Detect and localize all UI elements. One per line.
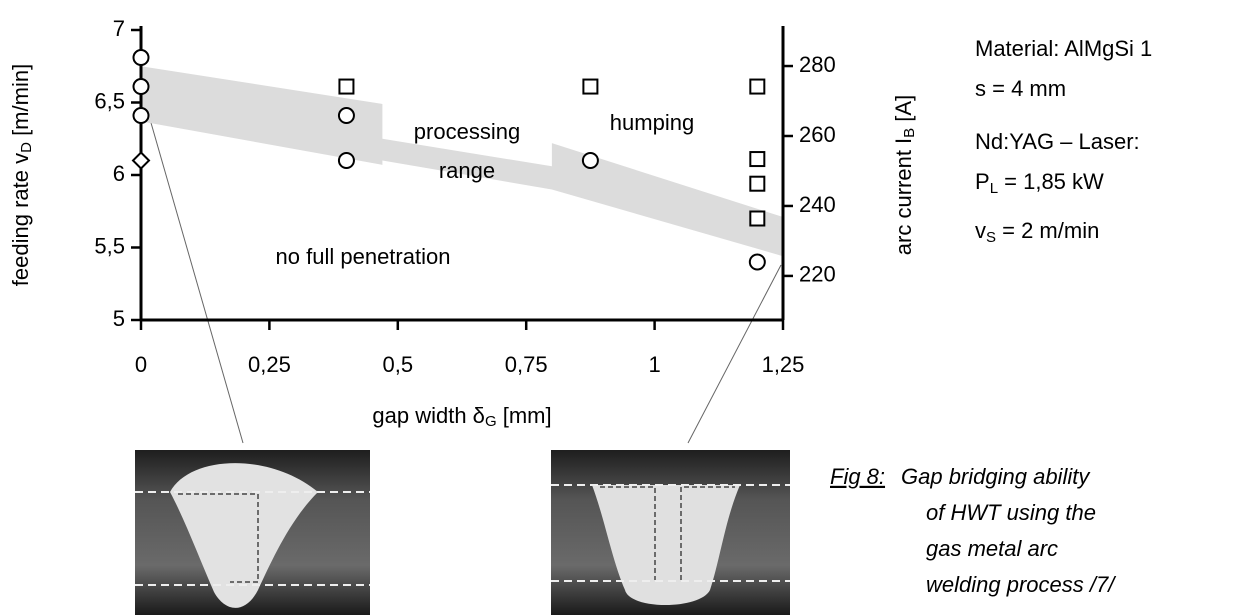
caption-line: welding process /7/ bbox=[926, 572, 1116, 597]
caption-line: of HWT using the bbox=[926, 500, 1096, 525]
y-axis-label: feeding rate vD [m/min] bbox=[8, 64, 35, 286]
y-tick-label: 6,5 bbox=[94, 88, 125, 113]
x-label-sub: G bbox=[485, 413, 497, 430]
y-label-text: feeding rate v bbox=[8, 153, 33, 286]
marker-square bbox=[338, 78, 355, 95]
info-line: Nd:YAG – Laser: bbox=[975, 129, 1140, 154]
plot: 5 5,5 6 6,5 7 220 240 260 280 0 0,25 0,5 0,75 1 1,25 pr… bbox=[94, 16, 835, 377]
y-tick-label: 5,5 bbox=[94, 233, 125, 258]
caption-label: Fig 8: bbox=[830, 464, 885, 489]
y-tick-label: 5 bbox=[113, 306, 125, 331]
marker-square bbox=[749, 78, 766, 95]
y2-axis-label: arc current IB [A] bbox=[891, 95, 918, 255]
annotation: no full penetration bbox=[276, 244, 451, 269]
info-text: Material: AlMgSi 1 bbox=[975, 36, 1152, 61]
annotation: processing bbox=[414, 119, 520, 144]
y2-label-text: arc current I bbox=[891, 138, 916, 255]
marker-diamond bbox=[131, 151, 151, 170]
x-label-unit: [mm] bbox=[497, 403, 552, 428]
y-label-sub: D bbox=[18, 142, 35, 153]
leader-line bbox=[140, 87, 244, 444]
info-rest: = 1,85 kW bbox=[998, 169, 1104, 194]
processing-band bbox=[141, 66, 783, 257]
y2-label-unit: [A] bbox=[891, 95, 916, 128]
caption: Fig 8: Gap bridging ability of HWT using t… bbox=[830, 464, 1116, 597]
marker-circle bbox=[132, 78, 150, 96]
marker-circle bbox=[748, 253, 766, 271]
x-tick-label: 1,25 bbox=[762, 352, 805, 377]
caption-line: gas metal arc bbox=[926, 536, 1058, 561]
caption-line: Gap bridging ability bbox=[901, 464, 1091, 489]
info-line: Material: AlMgSi 1 bbox=[975, 36, 1152, 61]
info-line: PL = 1,85 kW bbox=[975, 169, 1104, 197]
info-text: v bbox=[975, 218, 986, 243]
micrograph-left bbox=[135, 450, 370, 615]
y2-tick-label: 280 bbox=[799, 52, 836, 77]
info-text: s = 4 mm bbox=[975, 76, 1066, 101]
info-sub: L bbox=[990, 180, 998, 197]
marker-square bbox=[582, 78, 599, 95]
marker-square bbox=[749, 210, 766, 227]
info-block: Material: AlMgSi 1 s = 4 mm Nd:YAG – Laser… bbox=[975, 36, 1152, 246]
y-tick-label: 6 bbox=[113, 161, 125, 186]
y2-tick-label: 220 bbox=[799, 262, 836, 287]
info-sub: S bbox=[986, 229, 996, 246]
marker-circle bbox=[132, 49, 150, 67]
x-tick-label: 0 bbox=[135, 352, 147, 377]
y-tick-label: 7 bbox=[113, 16, 125, 41]
y-label-unit: [m/min] bbox=[8, 64, 33, 142]
micrograph-right bbox=[551, 450, 790, 615]
x-tick-label: 1 bbox=[648, 352, 660, 377]
marker-square bbox=[749, 151, 766, 168]
x-tick-label: 0,5 bbox=[383, 352, 414, 377]
marker-circle bbox=[337, 152, 355, 169]
info-line: vS = 2 m/min bbox=[975, 218, 1099, 246]
x-tick-label: 0,75 bbox=[505, 352, 548, 377]
y2-tick-label: 260 bbox=[799, 122, 836, 147]
x-tick-label: 0,25 bbox=[248, 352, 291, 377]
info-rest: = 2 m/min bbox=[996, 218, 1099, 243]
info-text: P bbox=[975, 169, 990, 194]
y2-label-sub: B bbox=[901, 128, 918, 138]
annotation: humping bbox=[610, 110, 694, 135]
x-label-text: gap width δ bbox=[372, 403, 485, 428]
info-line: s = 4 mm bbox=[975, 76, 1066, 101]
marker-circle bbox=[581, 152, 599, 169]
x-axis-label: gap width δG [mm] bbox=[372, 403, 551, 430]
info-text: Nd:YAG – Laser: bbox=[975, 129, 1140, 154]
y2-tick-label: 240 bbox=[799, 192, 836, 217]
marker-circle bbox=[337, 107, 355, 125]
marker-square bbox=[749, 175, 766, 192]
marker-circle bbox=[132, 107, 150, 125]
leader-line bbox=[687, 264, 782, 444]
annotation: range bbox=[439, 158, 495, 183]
